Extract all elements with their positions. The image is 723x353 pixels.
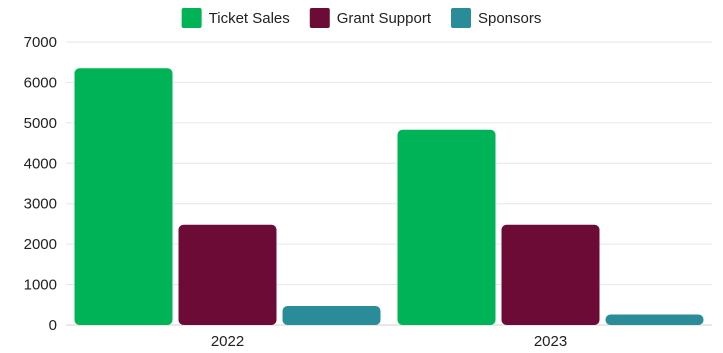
legend-swatch — [181, 8, 202, 28]
bar-grant-support-2023 — [501, 224, 600, 325]
y-tick-label: 5000 — [24, 115, 57, 132]
bar-sponsors-2022 — [282, 305, 381, 325]
y-tick-label: 6000 — [24, 74, 57, 91]
x-axis-labels: 2022 2023 — [211, 333, 567, 350]
legend-swatch — [309, 8, 330, 28]
y-tick-label: 4000 — [24, 155, 57, 172]
y-tick-label: 2000 — [24, 236, 57, 253]
legend-item-ticket-sales: Ticket Sales — [181, 8, 290, 28]
y-axis-ticks: 0 1000 2000 3000 4000 5000 6000 7000 — [24, 34, 57, 334]
bar-ticket-sales-2022 — [74, 68, 173, 326]
legend-label: Sponsors — [478, 10, 541, 27]
y-tick-label: 7000 — [24, 34, 57, 51]
y-tick-label: 0 — [49, 317, 57, 334]
gridlines — [66, 41, 712, 326]
legend-label: Grant Support — [337, 10, 432, 27]
y-tick-label: 1000 — [24, 277, 57, 294]
bar-sponsors-2023 — [605, 314, 704, 325]
legend-swatch — [450, 8, 471, 28]
bars — [74, 68, 704, 326]
bar-ticket-sales-2023 — [397, 129, 496, 325]
x-tick-label: 2022 — [211, 333, 244, 350]
y-tick-label: 3000 — [24, 196, 57, 213]
legend: Ticket Sales Grant Support Sponsors — [181, 8, 541, 28]
legend-label: Ticket Sales — [209, 10, 290, 27]
bar-grant-support-2022 — [178, 224, 277, 325]
x-tick-label: 2023 — [534, 333, 567, 350]
legend-item-sponsors: Sponsors — [450, 8, 541, 28]
legend-item-grant-support: Grant Support — [309, 8, 432, 28]
